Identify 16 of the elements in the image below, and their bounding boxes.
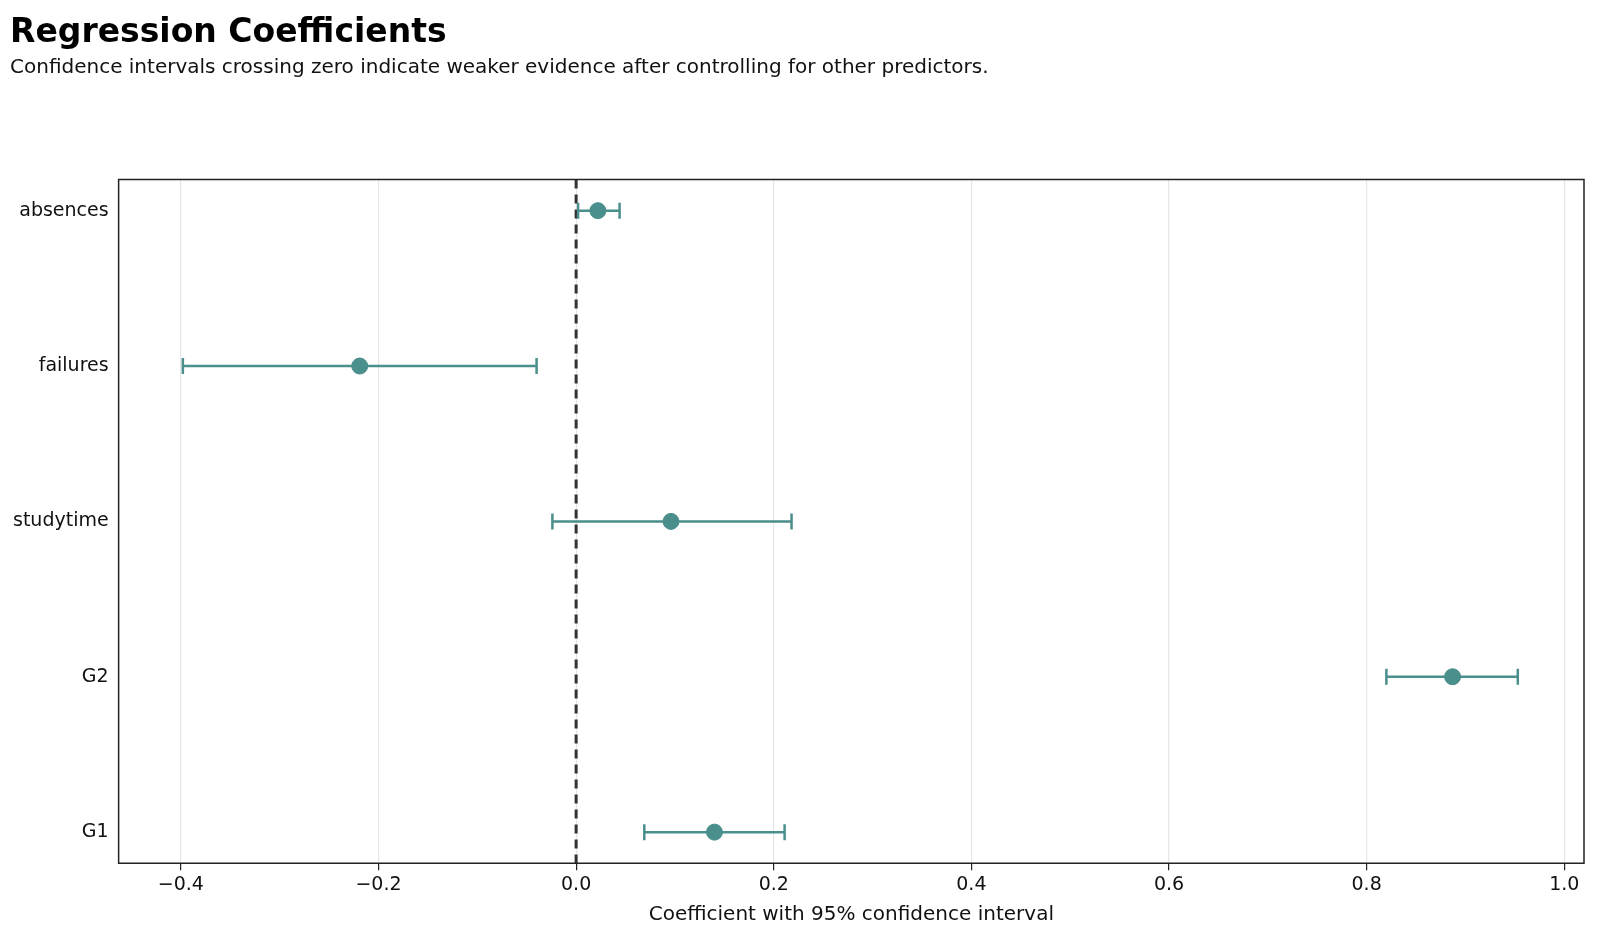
x-tick-label: 0.0 [561,871,592,894]
x-tick-label: 0.2 [758,871,789,894]
x-tick-label: −0.4 [157,871,204,894]
x-tick-label: 0.4 [956,871,987,894]
x-tick-label: 0.6 [1153,871,1185,894]
y-tick-label: G2 [81,663,109,686]
y-tick-label: G1 [81,819,109,842]
y-tick-label: failures [38,352,109,375]
x-tick-label: 1.0 [1549,871,1580,894]
x-tick-label: 0.8 [1351,871,1382,894]
chart-subtitle: Confidence intervals crossing zero indicate weaker evidence after controlling for other predictors. [10,53,989,78]
x-tick-label: −0.2 [355,871,402,894]
chart-title: Regression Coefficients [10,11,447,51]
x-axis-title: Coefficient with 95% confidence interval [648,901,1054,926]
y-tick-label: studytime [13,508,109,531]
y-tick-label: absences [19,197,109,220]
